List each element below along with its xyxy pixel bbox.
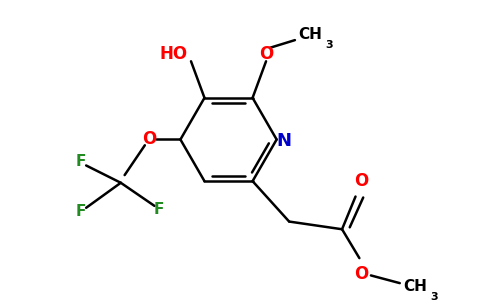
- Text: HO: HO: [160, 45, 188, 63]
- Text: N: N: [277, 132, 292, 150]
- Text: F: F: [154, 202, 165, 217]
- Text: 3: 3: [431, 292, 438, 300]
- Text: O: O: [259, 45, 273, 63]
- Text: CH: CH: [403, 280, 427, 295]
- Text: O: O: [354, 172, 368, 190]
- Text: CH: CH: [298, 27, 322, 42]
- Text: O: O: [354, 265, 368, 283]
- Text: 3: 3: [326, 40, 333, 50]
- Text: O: O: [142, 130, 157, 148]
- Text: F: F: [75, 204, 86, 219]
- Text: F: F: [75, 154, 86, 169]
